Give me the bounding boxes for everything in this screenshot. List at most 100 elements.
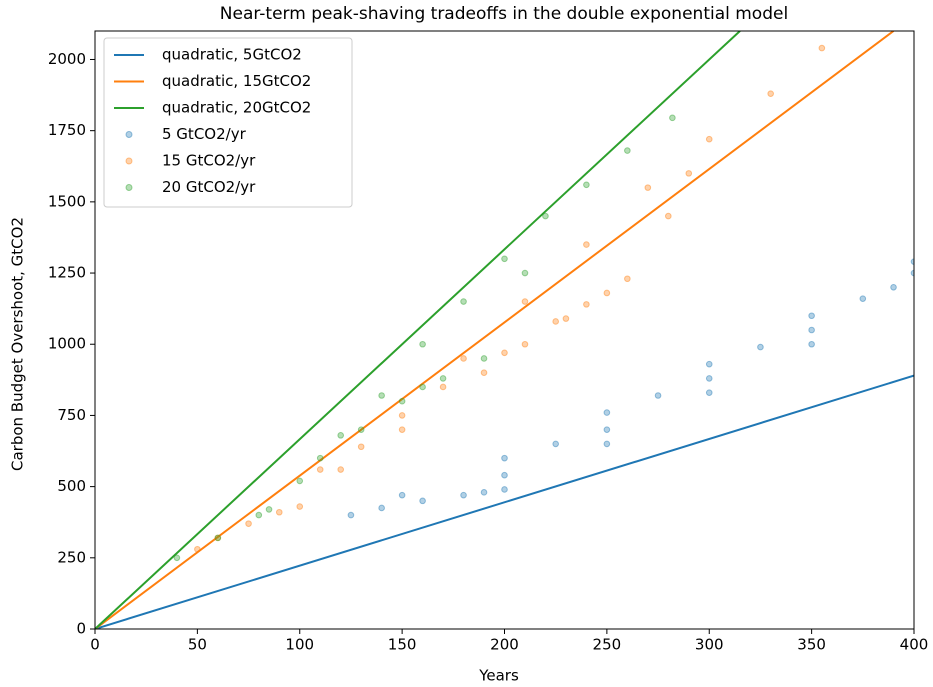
- scatter-point: [521, 269, 529, 277]
- scatter-point: [296, 477, 304, 485]
- scatter-point: [501, 471, 508, 479]
- scatter-point: [808, 312, 815, 320]
- legend-label: quadratic, 15GtCO2: [162, 72, 311, 90]
- x-tick-label: 300: [695, 636, 724, 654]
- scatter-point: [460, 298, 467, 305]
- legend-marker: [125, 157, 133, 165]
- y-tick-label: 500: [57, 477, 86, 495]
- scatter-point: [583, 301, 590, 308]
- scatter-point: [337, 466, 345, 473]
- scatter-point: [583, 181, 590, 189]
- y-tick-label: 1250: [48, 264, 86, 282]
- scatter-point: [654, 392, 662, 399]
- scatter-point: [603, 409, 611, 416]
- x-tick-label: 150: [388, 636, 417, 654]
- scatter-point: [460, 491, 467, 499]
- scatter-point: [316, 454, 324, 462]
- scatter-point: [644, 184, 652, 191]
- legend-marker: [125, 131, 133, 138]
- scatter-point: [501, 255, 508, 263]
- x-tick-label: 350: [797, 636, 826, 654]
- scatter-point: [808, 326, 815, 334]
- scatter-point: [398, 397, 406, 405]
- x-tick-label: 0: [90, 636, 100, 654]
- scatter-point: [685, 170, 693, 177]
- legend-label: 15 GtCO2/yr: [162, 152, 256, 170]
- series-line: [95, 31, 895, 629]
- scatter-point: [705, 375, 713, 382]
- scatter-point: [521, 340, 529, 348]
- scatter-point: [214, 534, 222, 542]
- scatter-point: [552, 440, 559, 448]
- scatter-point: [439, 375, 447, 382]
- series-line: [95, 31, 741, 629]
- scatter-point: [603, 440, 611, 448]
- y-axis-label: Carbon Budget Overshoot, GtCO2: [9, 217, 27, 471]
- scatter-point: [583, 241, 590, 248]
- y-tick-label: 1500: [48, 192, 86, 210]
- scatter-point: [316, 466, 324, 473]
- y-tick-label: 2000: [48, 50, 86, 68]
- scatter-point: [245, 520, 252, 527]
- scatter-point: [214, 534, 222, 542]
- scatter-point: [255, 511, 263, 519]
- scatter-point: [419, 383, 426, 391]
- scatter-point: [275, 508, 283, 516]
- legend-label: 20 GtCO2/yr: [162, 178, 256, 196]
- y-tick-label: 1000: [48, 335, 86, 353]
- y-tick-label: 250: [57, 548, 86, 566]
- x-tick-label: 200: [490, 636, 519, 654]
- scatter-point: [439, 383, 447, 391]
- scatter-point: [603, 289, 611, 297]
- scatter-point: [460, 355, 467, 362]
- x-tick-label: 400: [900, 636, 929, 654]
- scatter-point: [296, 503, 304, 510]
- y-tick-label: 0: [76, 620, 86, 638]
- scatter-point: [347, 511, 355, 519]
- plot-frame: [94, 30, 915, 630]
- series-line: [95, 374, 914, 629]
- x-tick-label: 100: [285, 636, 314, 654]
- scatter-point: [480, 355, 488, 362]
- scatter-point: [542, 212, 549, 220]
- y-tick-label: 750: [57, 406, 86, 424]
- scatter-point: [419, 497, 426, 505]
- legend-label: quadratic, 5GtCO2: [162, 46, 302, 64]
- legend-label: quadratic, 20GtCO2: [162, 99, 311, 117]
- scatter-point: [398, 491, 406, 499]
- scatter-point: [398, 412, 406, 419]
- x-tick-label: 250: [593, 636, 622, 654]
- scatter-point: [603, 426, 611, 433]
- scatter-point: [480, 489, 488, 496]
- scatter-point: [357, 426, 365, 433]
- legend-box: [103, 37, 353, 208]
- scatter-point: [818, 44, 826, 52]
- scatter-point: [562, 315, 570, 322]
- plot-area: [95, 31, 914, 629]
- scatter-point: [665, 212, 672, 220]
- scatter-point: [624, 275, 631, 283]
- scatter-point: [194, 545, 201, 553]
- scatter-point: [705, 135, 713, 143]
- scatter-point: [705, 360, 713, 368]
- scatter-point: [501, 454, 508, 462]
- scatter-point: [501, 349, 508, 357]
- legend-marker: [125, 184, 133, 191]
- scatter-point: [910, 258, 914, 265]
- scatter-point: [480, 369, 488, 377]
- scatter-point: [767, 90, 774, 97]
- legend-label: 5 GtCO2/yr: [162, 125, 247, 143]
- scatter-point: [357, 443, 365, 451]
- y-tick-label: 1750: [48, 121, 86, 139]
- scatter-point: [669, 114, 676, 122]
- scatter-point: [705, 389, 713, 396]
- scatter-point: [501, 486, 508, 493]
- scatter-point: [419, 340, 426, 348]
- scatter-point: [624, 147, 631, 154]
- scatter-point: [337, 432, 345, 439]
- chart-title: Near-term peak-shaving tradeoffs in the …: [220, 4, 788, 24]
- scatter-point: [173, 554, 181, 562]
- scatter-point: [521, 298, 529, 305]
